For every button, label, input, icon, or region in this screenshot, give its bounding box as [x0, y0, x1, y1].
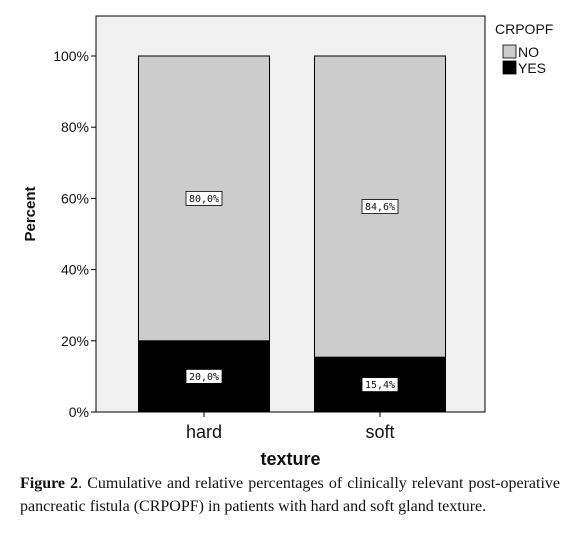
y-tick-label: 100%	[53, 48, 89, 64]
y-axis-title: Percent	[22, 186, 39, 241]
legend-swatch-no	[502, 44, 517, 59]
figure-caption: Figure 2. Cumulative and relative percen…	[20, 472, 560, 518]
y-axis: 0% 20% 40% 60% 80% 100%	[53, 48, 96, 420]
data-label-box	[185, 190, 223, 206]
legend-title: CRPOPF	[495, 21, 553, 37]
x-tick-label: hard	[186, 422, 222, 442]
data-label: 20,0%	[189, 372, 219, 383]
stacked-bar-chart: 0%20%40%60%80%100% 20,0%80,0%15,4%84,6% …	[22, 15, 553, 469]
y-tick-label: 0%	[69, 404, 89, 420]
caption-label: Figure 2	[20, 475, 79, 492]
data-label: 80,0%	[189, 194, 219, 205]
y-tick-label: 20%	[61, 333, 89, 349]
x-axis-title: texture	[260, 449, 320, 469]
data-label: 15,4%	[365, 380, 395, 391]
caption-text: . Cumulative and relative percentages of…	[20, 475, 561, 515]
y-tick-label: 60%	[61, 190, 89, 206]
data-label-box	[361, 377, 399, 392]
legend-label-yes: YES	[518, 60, 546, 76]
y-tick-label: 40%	[61, 262, 89, 278]
data-label: 84,6%	[365, 202, 395, 213]
x-axis: hard soft	[186, 412, 395, 442]
x-tick-label: soft	[365, 422, 394, 442]
data-label-box	[185, 368, 223, 384]
y-tick-label: 80%	[61, 119, 89, 135]
legend-label-no: NO	[518, 44, 539, 60]
bars: 20,0% 80,0% 15,4% 84,6%	[138, 55, 446, 413]
legend-swatch-yes	[502, 60, 517, 75]
data-label-box	[361, 199, 399, 214]
